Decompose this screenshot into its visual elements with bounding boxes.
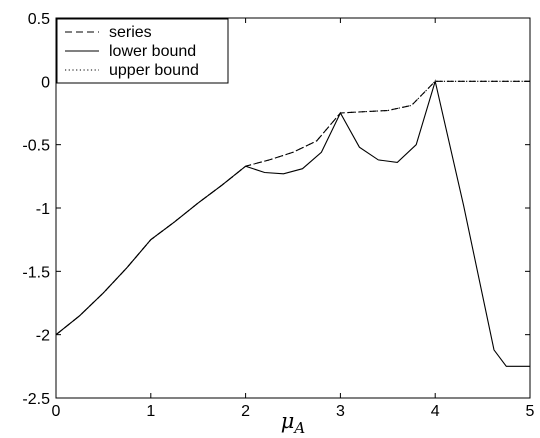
series-line-lower-bound [55, 79, 530, 367]
y-tick-label: -2 [36, 328, 50, 345]
x-tick-label: 2 [241, 403, 250, 420]
ticks-layer: 0 1 2 3 4 5 0.5 0 -0.5 -1 -1.5 -2 -2.5 [22, 11, 534, 420]
x-axis-label: μA [281, 409, 306, 437]
y-tick-label: -0.5 [22, 138, 50, 155]
x-axis-label-subscript: A [292, 419, 305, 437]
x-tick-label: 4 [431, 403, 440, 420]
x-tick-label: 5 [526, 403, 535, 420]
legend-label-series: series [109, 24, 152, 41]
series-line-series [55, 80, 530, 336]
series-line-upper-bound [55, 80, 530, 336]
legend-label-upper-bound: upper bound [109, 62, 199, 79]
legend: series lower bound upper bound [56, 18, 229, 84]
y-tick-label: -2.5 [22, 391, 50, 408]
x-tick-label: 3 [336, 403, 345, 420]
x-tick-label: 1 [146, 403, 155, 420]
y-tick-label: -1.5 [22, 264, 50, 281]
series-layer [55, 79, 530, 367]
y-tick-label: 0 [41, 74, 50, 91]
y-tick-label: 0.5 [28, 11, 50, 28]
x-tick-label: 0 [52, 403, 61, 420]
x-axis-label-base: μ [281, 409, 295, 433]
legend-label-lower-bound: lower bound [109, 43, 196, 60]
y-tick-label: -1 [36, 201, 50, 218]
